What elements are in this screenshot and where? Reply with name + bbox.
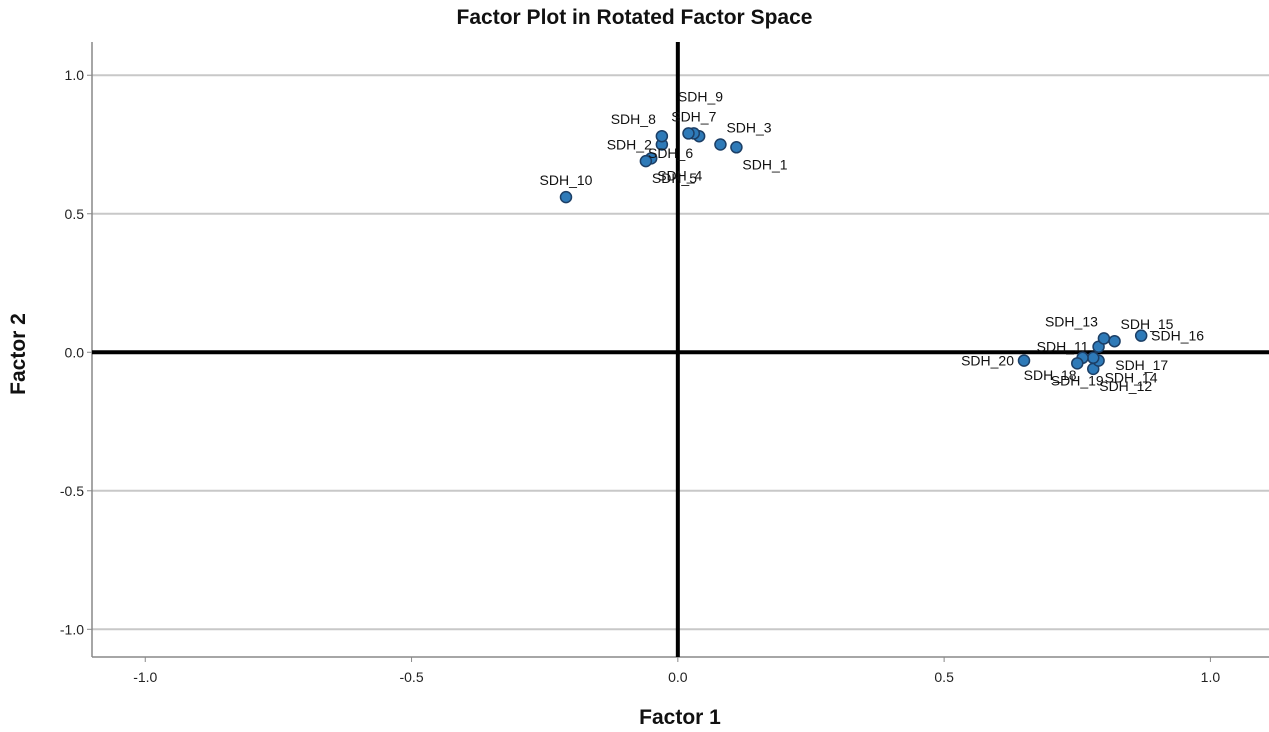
point-label: SDH_20	[961, 353, 1014, 369]
x-tick-label: -1.0	[133, 669, 157, 685]
point-label: SDH_10	[540, 172, 593, 188]
point-label: SDH_16	[1151, 328, 1204, 344]
point-label: SDH_8	[611, 111, 656, 127]
point-label: SDH_18	[1024, 367, 1077, 383]
y-tick-label: -1.0	[60, 621, 84, 637]
point-label: SDH_19	[1051, 372, 1104, 388]
point-label: SDH_11	[1037, 339, 1089, 355]
point-label: SDH_3	[726, 120, 771, 136]
y-axis-title: Factor 2	[7, 313, 30, 395]
data-point	[639, 154, 653, 168]
point-label: SDH_14	[1105, 370, 1158, 386]
x-axis-title: Factor 1	[639, 706, 721, 729]
point-label: SDH_15	[1121, 316, 1174, 332]
x-tick-label: 1.0	[1201, 669, 1221, 685]
point-label: SDH_2	[607, 137, 652, 153]
y-tick-label: 1.0	[65, 67, 85, 83]
chart-title: Factor Plot in Rotated Factor Space	[456, 6, 813, 29]
data-point	[1134, 329, 1148, 342]
data-point	[559, 190, 573, 204]
point-label: SDH_4	[657, 167, 702, 183]
data-point	[730, 141, 743, 154]
y-tick-label: 0.5	[65, 206, 85, 222]
data-point	[1071, 357, 1084, 370]
data-point	[1086, 351, 1100, 365]
y-tick-label: 0.0	[65, 344, 85, 360]
x-tick-label: -0.5	[399, 669, 423, 685]
point-label: SDH_17	[1115, 357, 1168, 373]
point-label: SDH_13	[1045, 313, 1098, 329]
x-tick-label: 0.5	[934, 669, 954, 685]
point-label: SDH_9	[678, 88, 723, 104]
data-point	[714, 138, 727, 151]
data-point	[1017, 354, 1031, 367]
data-point	[1097, 332, 1111, 345]
point-label: SDH_7	[671, 108, 716, 124]
data-point	[1108, 334, 1121, 348]
data-point	[682, 127, 695, 140]
point-label: SDH_6	[648, 145, 693, 161]
x-tick-label: 0.0	[668, 669, 688, 685]
y-tick-label: -0.5	[60, 483, 84, 499]
point-label: SDH_5	[652, 170, 697, 186]
point-label: SDH_1	[742, 156, 787, 172]
data-point	[655, 129, 669, 143]
point-label: SDH_12	[1099, 378, 1152, 394]
